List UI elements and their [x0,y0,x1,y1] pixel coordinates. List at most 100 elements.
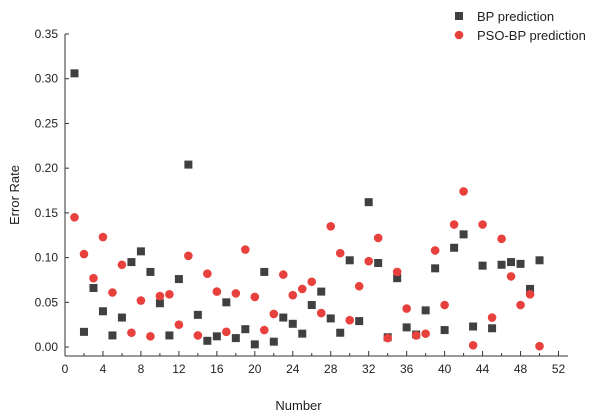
bp-point [497,260,506,269]
legend-marker-bp [455,12,463,20]
bp-point [260,267,269,276]
bp-point [469,322,478,331]
pso-bp-point [449,220,459,229]
bp-point [250,340,259,349]
pso-bp-point [136,296,146,305]
bp-point [146,267,155,276]
pso-bp-point [316,308,326,318]
pso-bp-point [430,246,440,255]
y-tick-label: 0.15 [35,206,59,220]
pso-bp-point [98,232,108,242]
legend-label-pso-bp: PSO-BP prediction [477,28,586,43]
bp-point [402,323,411,332]
bp-point [431,264,440,273]
bp-point [279,313,288,322]
bp-point [516,259,525,268]
pso-bp-point [364,256,373,266]
pso-bp-point [108,288,117,297]
bp-point [507,258,516,267]
bp-point [108,331,117,340]
pso-bp-point [506,272,516,281]
y-tick-label: 0.20 [35,161,59,175]
pso-bp-point [392,267,402,277]
x-tick-label: 36 [400,362,414,376]
bp-point [79,327,88,336]
bp-point [117,313,126,322]
y-axis-label: Error Rate [7,165,22,225]
pso-bp-point [127,328,136,338]
plot-area: 0.000.050.100.150.200.250.300.350 4 8 12 16 2… [35,27,568,376]
pso-bp-point [297,284,307,294]
legend-label-bp: BP prediction [477,9,554,24]
bp-point [269,337,278,346]
bp-point [421,306,430,315]
pso-bp-point [383,333,392,343]
x-axis-label: Number [275,398,322,413]
bp-point [326,314,335,323]
bp-point [317,287,326,296]
bp-point [184,160,193,169]
bp-point [393,274,402,283]
pso-bp-point [222,327,231,337]
bp-point [459,230,468,239]
bp-point [165,331,174,340]
bp-point [488,324,497,333]
pso-bp-point [307,277,317,287]
pso-bp-point [89,273,98,283]
x-tick-label: 28 [324,362,338,376]
pso-bp-point [79,249,89,259]
bp-point [193,310,202,319]
pso-bp-point [165,289,174,299]
pso-bp-point [497,234,506,244]
x-tick-label: 32 [362,362,376,376]
x-tick-label: 48 [514,362,528,376]
pso-bp-point [250,292,260,302]
bp-point [307,301,316,310]
pso-bp-point [117,260,127,270]
bp-point [336,328,345,337]
pso-bp-point [516,300,525,310]
pso-bp-point [212,287,222,296]
pso-bp-point [203,269,212,279]
y-tick-label: 0.35 [35,27,59,41]
pso-bp-point [241,245,250,254]
pso-bp-point [260,325,269,335]
bp-point [98,307,107,316]
pso-bp-point [411,331,421,340]
x-tick-label: 8 [138,362,145,376]
x-tick-label: 4 [100,362,107,376]
pso-bp-point [459,187,468,196]
x-tick-label: 16 [210,362,224,376]
bp-point [89,284,98,293]
bp-point [127,258,136,267]
bp-point [241,325,250,334]
pso-bp-point [421,329,430,338]
bp-point [450,243,459,252]
pso-bp-point [535,341,544,351]
bp-point [298,329,307,338]
pso-bp-point [174,320,184,329]
legend: BP prediction PSO-BP prediction [454,9,586,43]
pso-bp-point [487,313,497,322]
bp-point [288,319,297,328]
bp-point [535,256,544,265]
pso-bp-point [146,332,155,341]
pso-bp-point [440,300,449,310]
pso-bp-point [345,315,355,325]
bp-point [526,284,535,293]
y-tick-label: 0.00 [35,340,59,354]
pso-bp-point [335,248,345,258]
bp-point [70,69,79,78]
pso-bp-point [269,309,279,319]
y-tick-label: 0.05 [35,295,59,309]
x-tick-label: 12 [172,362,186,376]
bp-point [374,258,383,267]
bp-point [231,334,240,343]
pso-bp-point [155,291,165,301]
pso-bp-point [184,251,193,261]
bp-point [136,247,145,256]
bp-point [174,275,183,284]
bp-point [478,261,487,270]
pso-bp-point [288,290,298,300]
